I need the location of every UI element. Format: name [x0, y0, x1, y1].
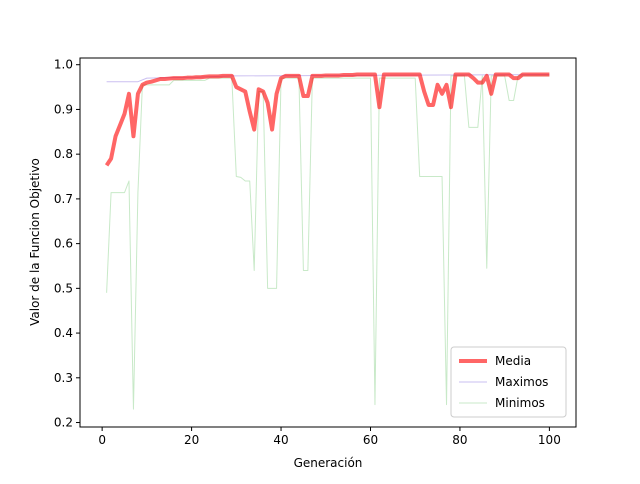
y-tick-label: 0.7 [54, 192, 73, 206]
series-line-media [104, 72, 550, 167]
y-tick-label: 0.8 [54, 147, 73, 161]
x-tick-label: 20 [184, 433, 199, 447]
x-tick-label: 60 [363, 433, 378, 447]
legend-label-minimos: Minimos [495, 396, 545, 410]
y-axis-label: Valor de la Funcion Objetivo [28, 158, 42, 326]
y-tick-label: 0.9 [54, 102, 73, 116]
x-tick-label: 100 [538, 433, 561, 447]
legend: Media Maximos Minimos [450, 346, 567, 418]
x-tick-label: 80 [452, 433, 467, 447]
x-tick-label: 40 [273, 433, 288, 447]
x-axis-label: Generación [294, 456, 363, 470]
y-tick-label: 1.0 [54, 58, 73, 72]
y-tick-label: 0.6 [54, 237, 73, 251]
series-line-minimos [106, 75, 550, 410]
legend-label-maximos: Maximos [495, 375, 548, 389]
plot-frame [79, 57, 577, 428]
series-layer [104, 72, 550, 410]
y-tick-label: 0.4 [54, 326, 73, 340]
axes-layer: 0 20 40 60 80 100 0.2 0.3 0.4 0.5 0.6 0.7 0.8 0.9 1.0 [54, 57, 577, 447]
y-tick-label: 0.3 [54, 371, 73, 385]
y-tick-label: 0.2 [54, 416, 73, 430]
legend-box [450, 346, 567, 418]
x-tick-label: 0 [98, 433, 106, 447]
legend-label-media: Media [495, 354, 531, 368]
y-tick-label: 0.5 [54, 281, 73, 295]
